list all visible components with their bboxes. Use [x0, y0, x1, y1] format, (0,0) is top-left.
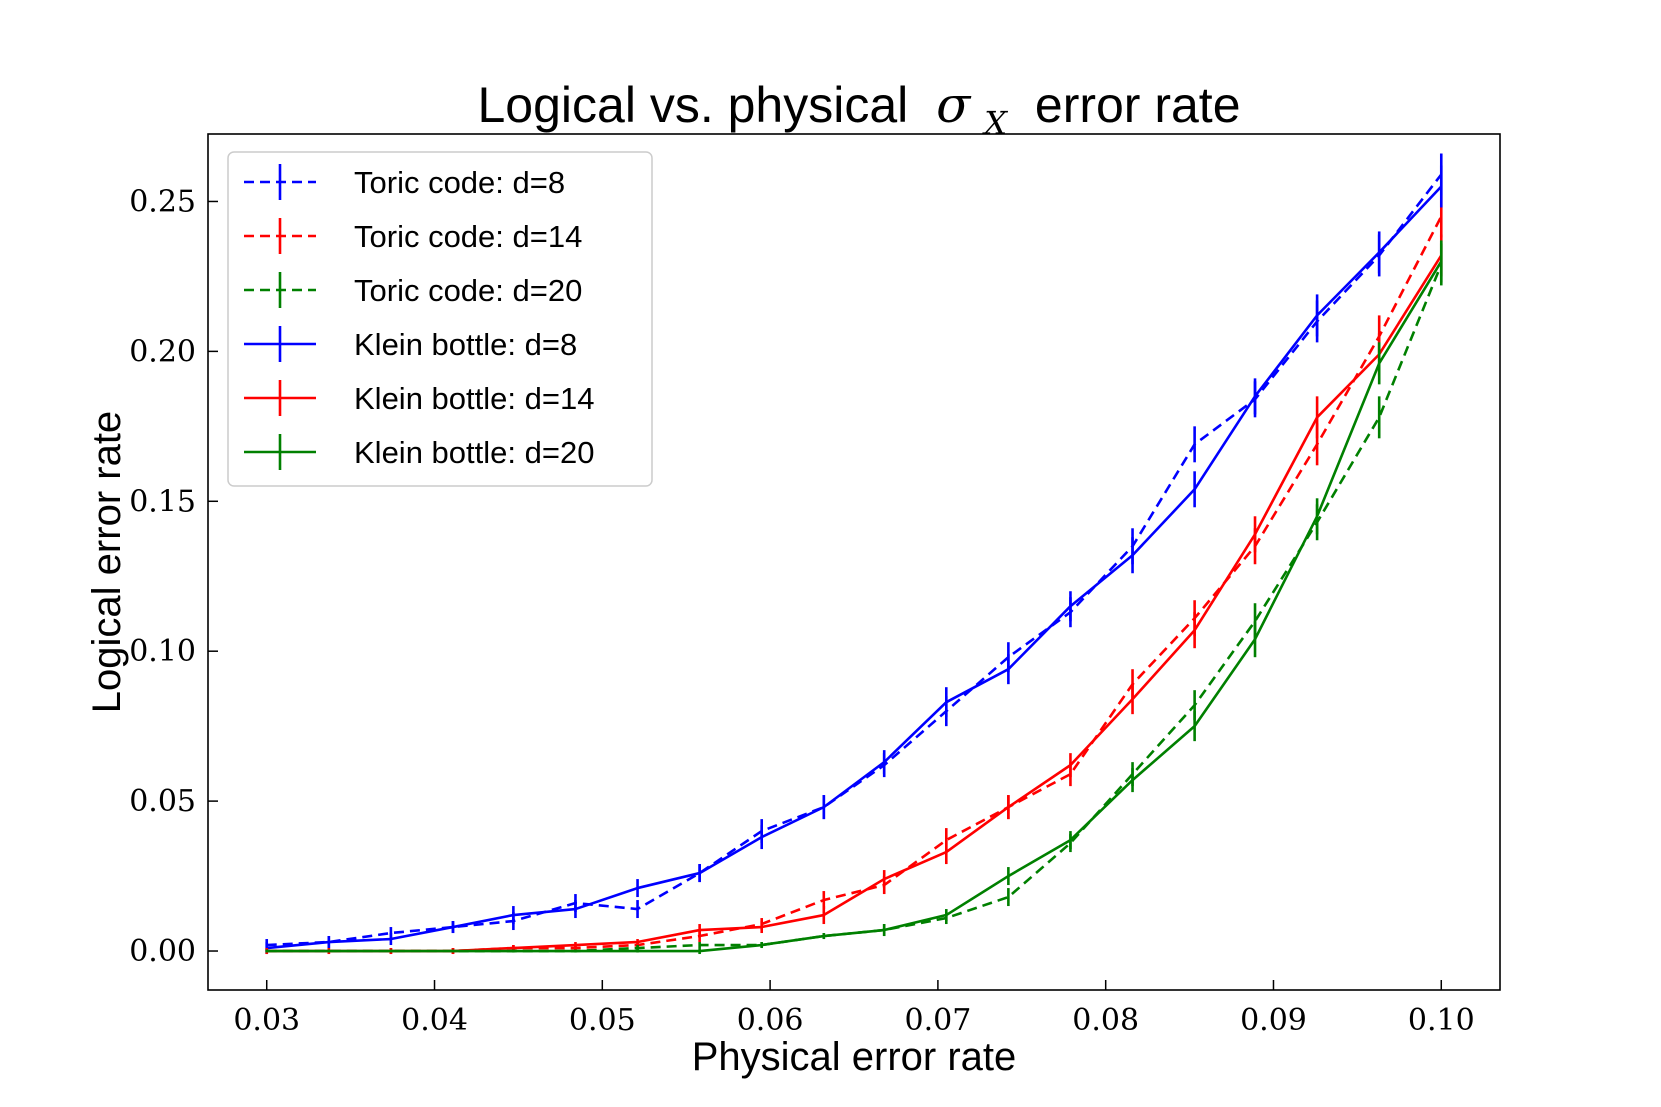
series-line: [266, 260, 1443, 953]
x-tick-label: 0.05: [569, 1003, 636, 1038]
y-tick-label: 0.10: [129, 634, 196, 669]
x-tick-label: 0.10: [1408, 1003, 1475, 1038]
y-tick-label: 0.15: [129, 484, 196, 519]
legend-label: Klein bottle: d=14: [354, 381, 594, 416]
y-tick-label: 0.05: [129, 784, 196, 819]
legend-entry: Klein bottle: d=14: [244, 380, 594, 416]
legend-entry: Toric code: d=14: [244, 218, 582, 254]
title-sigma: σ: [936, 76, 972, 134]
series-3: [265, 165, 1443, 955]
legend: Toric code: d=8 Toric code: d=14 Toric cod…: [227, 151, 653, 487]
series-layer: [265, 153, 1443, 955]
x-tick-label: 0.03: [233, 1003, 300, 1038]
y-tick-label: 0.00: [129, 934, 196, 969]
legend-label: Klein bottle: d=8: [354, 327, 577, 362]
legend-label: Klein bottle: d=20: [354, 435, 594, 470]
x-tick-label: 0.04: [401, 1003, 468, 1038]
y-tick-label: 0.25: [129, 184, 196, 219]
x-tick-label: 0.09: [1240, 1003, 1307, 1038]
title-suffix: error rate: [1035, 77, 1241, 133]
y-axis-label: Logical error rate: [85, 411, 129, 713]
chart-title: Logical vs. physical σ X error rate: [477, 76, 1240, 145]
series-line: [266, 185, 1443, 950]
legend-frame: [227, 151, 653, 487]
x-axis-label: Physical error rate: [692, 1035, 1017, 1079]
legend-label: Toric code: d=20: [354, 273, 582, 308]
legend-entry: Toric code: d=8: [244, 164, 565, 200]
y-tick-label: 0.20: [129, 334, 196, 369]
legend-entry: Klein bottle: d=20: [244, 434, 594, 470]
x-tick-label: 0.06: [737, 1003, 804, 1038]
series-5: [265, 240, 1443, 955]
legend-entry: Klein bottle: d=8: [244, 326, 577, 362]
title-prefix: Logical vs. physical: [477, 77, 908, 133]
x-tick-label: 0.07: [904, 1003, 971, 1038]
legend-label: Toric code: d=8: [354, 165, 565, 200]
ticks-layer: 0.03 0.04 0.05 0.06 0.07 0.08 0.09 0.10 0.00 0.05…: [129, 184, 1474, 1038]
legend-label: Toric code: d=14: [354, 219, 582, 254]
title-subscript: X: [981, 104, 1008, 142]
plot-frame: [207, 133, 1501, 991]
legend-entry: Toric code: d=20: [244, 272, 582, 308]
x-tick-label: 0.08: [1072, 1003, 1139, 1038]
